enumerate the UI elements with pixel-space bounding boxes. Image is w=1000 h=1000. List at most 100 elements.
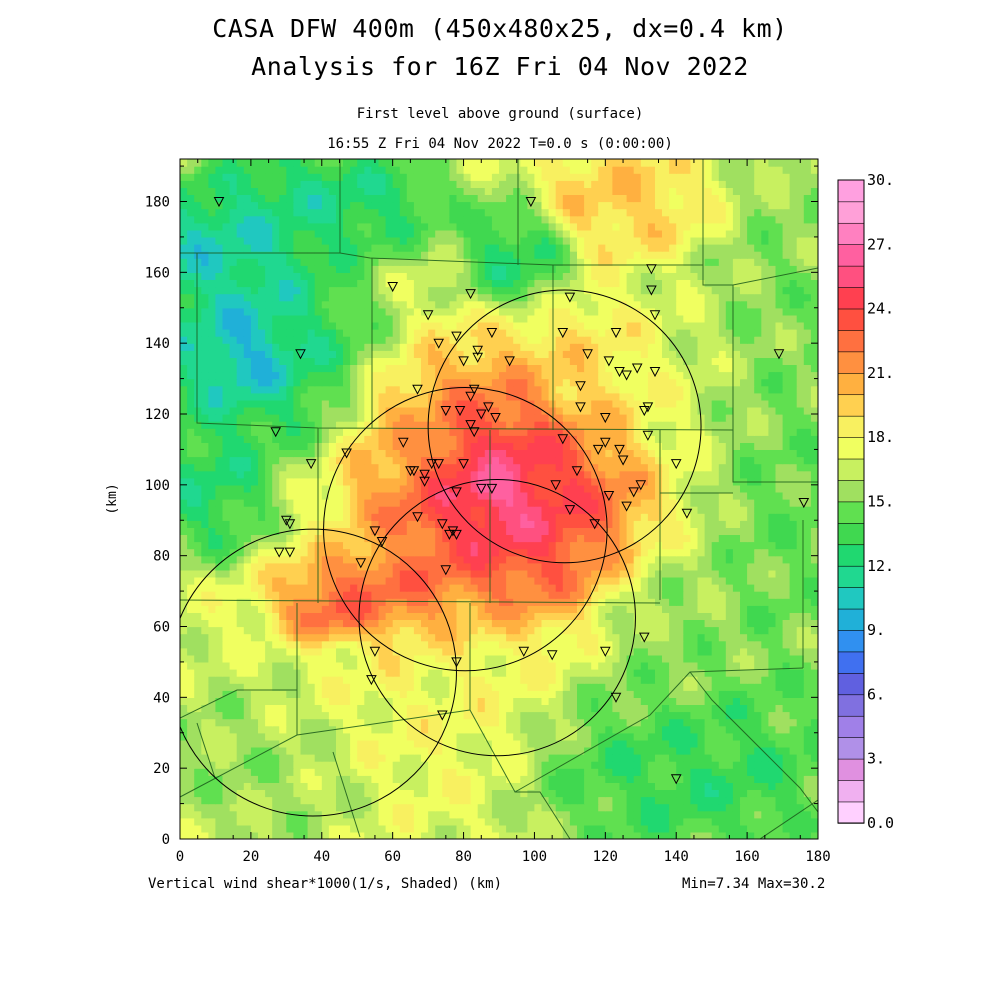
heatmap-cell	[293, 506, 302, 514]
heatmap-cell	[810, 640, 818, 649]
heatmap-cell	[548, 584, 557, 592]
heatmap-cell	[307, 513, 316, 521]
heatmap-cell	[541, 775, 550, 783]
heatmap-cell	[669, 534, 677, 543]
heatmap-cell	[718, 449, 727, 458]
heatmap-cell	[406, 633, 415, 642]
heatmap-cell	[704, 619, 713, 628]
heatmap-cell	[208, 463, 217, 472]
heatmap-cell	[655, 449, 663, 458]
heatmap-cell	[598, 598, 606, 606]
heatmap-cell	[775, 491, 784, 500]
heatmap-cell	[732, 626, 741, 635]
heatmap-cell	[258, 470, 266, 479]
heatmap-cell	[555, 562, 564, 571]
heatmap-cell	[201, 661, 209, 670]
heatmap-cell	[300, 810, 309, 819]
heatmap-cell	[655, 654, 663, 663]
heatmap-cell	[413, 704, 422, 713]
heatmap-cell	[669, 817, 677, 826]
heatmap-cell	[406, 562, 415, 571]
heatmap-cell	[215, 704, 224, 713]
heatmap-cell	[201, 697, 209, 705]
heatmap-cell	[711, 683, 720, 691]
heatmap-cell	[229, 704, 238, 713]
heatmap-cell	[328, 746, 337, 755]
heatmap-cell	[314, 477, 323, 486]
heatmap-cell	[385, 725, 394, 734]
heatmap-cell	[506, 633, 514, 642]
heatmap-cell	[180, 683, 188, 691]
heatmap-cell	[655, 484, 663, 493]
heatmap-cell	[747, 761, 755, 769]
heatmap-cell	[662, 520, 670, 528]
heatmap-cell	[286, 732, 294, 741]
heatmap-cell	[229, 534, 238, 543]
heatmap-cell	[591, 824, 599, 833]
heatmap-cell	[655, 789, 663, 798]
heatmap-cell	[307, 449, 316, 458]
heatmap-cell	[747, 612, 755, 620]
heatmap-cell	[676, 824, 684, 833]
heatmap-cell	[789, 619, 798, 628]
heatmap-cell	[187, 442, 195, 450]
heatmap-cell	[470, 541, 479, 550]
heatmap-cell	[803, 484, 812, 493]
heatmap-cell	[449, 669, 458, 677]
heatmap-cell	[740, 463, 748, 472]
heatmap-cell	[194, 761, 202, 769]
heatmap-cell	[364, 491, 372, 500]
heatmap-cell	[690, 824, 699, 833]
heatmap-cell	[258, 654, 266, 663]
heatmap-cell	[378, 761, 387, 769]
heatmap-cell	[789, 555, 798, 564]
heatmap-cell	[527, 711, 536, 720]
heatmap-cell	[534, 491, 543, 500]
heatmap-cell	[626, 739, 635, 748]
heatmap-cell	[201, 704, 209, 713]
heatmap-cell	[633, 782, 642, 790]
heatmap-cell	[789, 534, 798, 543]
heatmap-cell	[513, 569, 521, 578]
heatmap-cell	[385, 534, 394, 543]
heatmap-cell	[435, 442, 443, 450]
heatmap-cell	[293, 499, 302, 507]
heatmap-cell	[626, 484, 635, 493]
heatmap-cell	[612, 690, 621, 698]
heatmap-cell	[598, 477, 606, 486]
heatmap-cell	[279, 562, 287, 571]
heatmap-cell	[187, 789, 195, 798]
heatmap-cell	[782, 640, 791, 649]
heatmap-cell	[321, 442, 330, 450]
heatmap-cell	[406, 796, 415, 805]
heatmap-cell	[789, 711, 798, 720]
heatmap-cell	[676, 761, 684, 769]
heatmap-cell	[669, 775, 677, 783]
heatmap-cell	[208, 477, 217, 486]
heatmap-cell	[470, 669, 479, 677]
heatmap-cell	[279, 690, 287, 698]
heatmap-cell	[421, 775, 429, 783]
heatmap-cell	[683, 647, 691, 656]
heatmap-cell	[718, 746, 727, 755]
heatmap-cell	[484, 591, 493, 599]
heatmap-cell	[307, 817, 316, 826]
heatmap-cell	[406, 676, 415, 684]
heatmap-cell	[194, 640, 202, 649]
heatmap-cell	[406, 591, 415, 599]
heatmap-cell	[562, 541, 571, 550]
heatmap-cell	[754, 484, 762, 493]
heatmap-cell	[711, 491, 720, 500]
heatmap-cell	[768, 676, 777, 684]
heatmap-cell	[229, 683, 238, 691]
heatmap-cell	[655, 647, 663, 656]
heatmap-cell	[782, 810, 791, 819]
heatmap-cell	[371, 683, 380, 691]
heatmap-cell	[343, 761, 351, 769]
heatmap-cell	[321, 725, 330, 734]
heatmap-cell	[222, 491, 231, 500]
heatmap-cell	[690, 810, 699, 819]
heatmap-cell	[725, 520, 734, 528]
heatmap-cell	[803, 831, 812, 839]
heatmap-cell	[520, 513, 528, 521]
